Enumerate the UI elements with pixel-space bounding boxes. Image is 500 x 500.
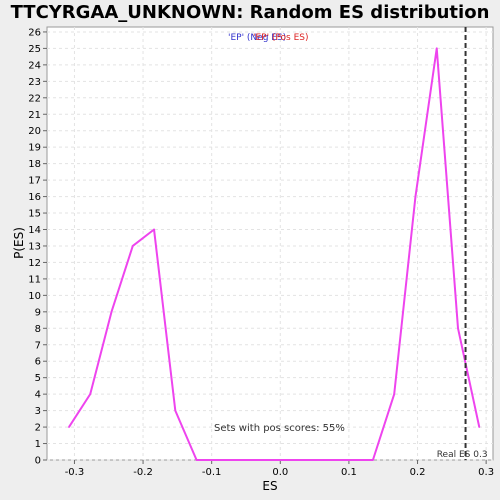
data-point [259, 459, 262, 461]
data-point [343, 459, 345, 461]
x-tick-label: -0.3 [65, 467, 85, 478]
legend: 'EP' (Neg ES)'EP' (Pos ES) [228, 33, 309, 43]
x-axis-label: ES [262, 479, 277, 493]
y-tick-label: 14 [28, 225, 41, 236]
y-tick-label: 22 [28, 93, 41, 104]
legend-entry: 'EP' (Neg ES) [228, 33, 286, 43]
x-tick-label: -0.1 [202, 467, 222, 478]
x-tick-label: 0.2 [410, 467, 426, 478]
real-es-label: Real ES 0.3 [437, 450, 488, 460]
y-tick-label: 18 [28, 159, 41, 170]
chart-title: TTCYRGAA_UNKNOWN: Random ES distribution [11, 2, 490, 23]
data-point [279, 459, 282, 461]
y-tick-label: 12 [28, 258, 41, 269]
data-point [322, 459, 324, 461]
y-tick-label: 5 [35, 373, 41, 384]
data-point [110, 311, 113, 313]
y-tick-label: 2 [35, 423, 41, 434]
y-tick-label: 0 [35, 456, 41, 467]
y-tick-label: 6 [35, 357, 41, 368]
data-point [238, 459, 240, 461]
data-point [153, 228, 155, 231]
y-tick-label: 1 [35, 439, 41, 450]
x-tick-label: 0.0 [272, 467, 288, 478]
y-tick-label: 21 [28, 110, 41, 121]
y-tick-label: 10 [28, 291, 41, 302]
y-tick-label: 19 [28, 143, 41, 154]
data-point [300, 459, 303, 461]
y-tick-label: 3 [35, 406, 41, 417]
data-point [478, 426, 481, 428]
legend-entry: 'EP' (Pos ES) [253, 33, 309, 43]
data-point [435, 47, 438, 50]
data-point [364, 459, 367, 461]
y-tick-label: 15 [28, 209, 41, 220]
y-tick-label: 7 [35, 340, 41, 351]
y-tick-label: 13 [28, 241, 41, 252]
data-point [457, 327, 459, 330]
data-point [414, 195, 417, 198]
x-tick-label: -0.2 [133, 467, 153, 478]
data-point [68, 426, 70, 428]
series-layer: Real ES 0.3 [68, 27, 488, 461]
y-tick-label: 4 [35, 390, 41, 401]
axes: 0123456789101112131415161718192021222324… [28, 27, 494, 478]
x-tick-label: 0.3 [478, 467, 494, 478]
y-tick-label: 8 [35, 324, 41, 335]
y-tick-label: 26 [28, 27, 41, 38]
y-axis-label: P(ES) [12, 227, 26, 259]
y-tick-label: 20 [28, 126, 41, 137]
data-point [393, 393, 395, 395]
y-tick-label: 24 [28, 60, 41, 71]
y-tick-label: 11 [28, 274, 41, 285]
data-point [89, 393, 92, 395]
pos-score-annotation: Sets with pos scores: 55% [214, 423, 345, 434]
grid-lines [47, 27, 493, 461]
y-tick-label: 25 [28, 44, 41, 55]
data-point [174, 409, 177, 412]
data-point [195, 459, 198, 461]
y-tick-label: 9 [35, 307, 41, 318]
data-point [217, 459, 219, 461]
x-tick-label: 0.1 [341, 467, 357, 478]
data-point [131, 245, 134, 247]
plot-area [46, 26, 494, 461]
y-tick-label: 23 [28, 77, 41, 88]
y-tick-label: 17 [28, 176, 41, 187]
y-tick-label: 16 [28, 192, 41, 203]
data-point [372, 459, 374, 461]
